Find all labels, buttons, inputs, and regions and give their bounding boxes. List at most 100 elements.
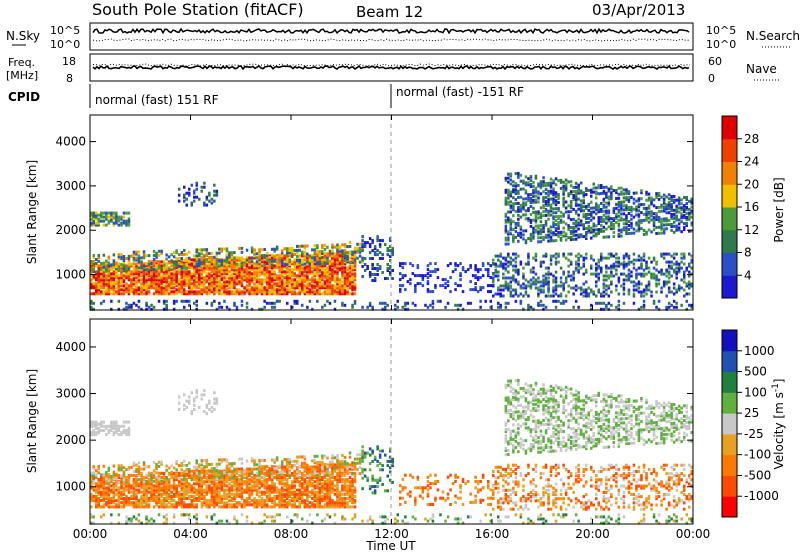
power-echo: [557, 299, 560, 303]
power-echo: [680, 303, 683, 307]
power-echo: [311, 270, 314, 274]
power-echo: [105, 278, 108, 282]
power-echo: [145, 278, 148, 282]
power-echo: [228, 284, 231, 288]
power-echo: [323, 254, 327, 258]
power-echo: [353, 288, 357, 292]
power-echo: [607, 307, 611, 311]
power-echo: [223, 270, 226, 274]
power-echo: [391, 277, 394, 280]
power-echo: [642, 228, 646, 232]
power-echo: [509, 284, 513, 288]
power-echo: [595, 192, 598, 196]
power-echo: [316, 250, 319, 254]
power-echo: [90, 307, 93, 311]
velocity-echo: [110, 484, 113, 488]
velocity-echo: [132, 473, 136, 477]
power-echo: [258, 270, 261, 274]
power-echo: [595, 284, 598, 288]
power-echo: [338, 286, 342, 290]
power-echo: [389, 259, 392, 262]
power-echo: [193, 195, 196, 199]
power-echo: [92, 223, 95, 227]
power-echo: [373, 267, 377, 270]
power-echo: [620, 192, 623, 196]
power-echo: [605, 278, 608, 282]
power-echo: [336, 288, 339, 292]
power-echo: [683, 226, 686, 230]
power-echo: [637, 266, 641, 270]
power-echo: [582, 272, 585, 276]
power-echo: [602, 209, 606, 213]
velocity-echo: [152, 494, 156, 498]
power-echo: [512, 278, 515, 282]
power-echo: [399, 278, 402, 282]
power-echo: [632, 301, 636, 305]
power-echo: [542, 228, 545, 231]
power-echo: [228, 286, 231, 290]
power-echo: [509, 256, 513, 260]
power-echo: [574, 229, 578, 233]
power-echo: [318, 284, 322, 288]
power-echo: [612, 266, 616, 270]
power-echo: [346, 245, 349, 249]
power-echo: [544, 272, 548, 276]
velocity-echo: [165, 486, 168, 490]
power-echo: [175, 251, 178, 255]
velocity-echo: [180, 499, 183, 503]
velocity-echo: [198, 480, 201, 484]
power-echo: [110, 288, 113, 292]
power-echo: [230, 280, 234, 284]
power-echo: [140, 260, 143, 264]
power-echo: [200, 290, 204, 294]
power-echo: [225, 259, 229, 263]
power-echo: [351, 292, 354, 296]
power-echo: [539, 290, 543, 294]
power-echo: [517, 233, 520, 237]
power-echo: [569, 286, 573, 290]
power-echo: [504, 286, 508, 290]
power-echo: [544, 199, 548, 203]
velocity-echo: [152, 499, 156, 503]
power-echo: [572, 207, 575, 211]
power-echo: [220, 247, 224, 251]
velocity-echo: [160, 471, 163, 475]
power-echo: [155, 288, 158, 292]
power-echo: [562, 204, 565, 208]
velocity-echo: [177, 484, 181, 488]
power-echo: [605, 221, 608, 225]
power-echo: [152, 272, 156, 276]
power-echo: [577, 233, 580, 237]
power-echo: [147, 260, 151, 264]
power-echo: [665, 219, 668, 223]
velocity-echo: [190, 484, 193, 488]
power-echo: [627, 272, 631, 276]
power-echo: [544, 254, 548, 258]
velocity-echo: [122, 490, 126, 494]
power-echo: [306, 305, 309, 309]
power-echo: [642, 203, 646, 206]
power-echo: [180, 266, 183, 270]
power-echo: [585, 207, 588, 210]
power-echo: [185, 258, 188, 262]
power-echo: [167, 270, 171, 274]
power-echo: [258, 254, 261, 258]
power-echo: [522, 187, 525, 191]
power-echo: [587, 202, 590, 206]
power-echo: [667, 193, 671, 197]
power-echo: [667, 276, 671, 280]
power-echo: [122, 265, 126, 268]
power-echo: [190, 183, 193, 187]
power-echo: [301, 270, 304, 274]
velocity-echo: [175, 486, 178, 490]
velocity-echo: [165, 494, 168, 498]
power-echo: [311, 264, 314, 268]
power-echo: [652, 272, 656, 276]
velocity-echo: [185, 505, 188, 509]
power-echo: [647, 204, 651, 208]
power-echo: [311, 276, 314, 280]
power-echo: [577, 187, 580, 191]
power-echo: [547, 199, 550, 203]
power-echo: [348, 252, 352, 256]
power-echo: [200, 248, 204, 252]
